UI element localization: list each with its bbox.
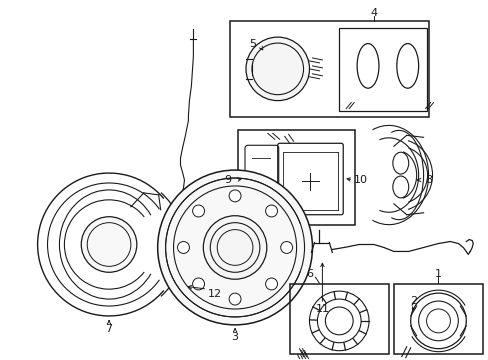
Text: 10: 10 bbox=[353, 175, 367, 185]
Bar bbox=[289, 284, 388, 354]
Circle shape bbox=[410, 293, 466, 349]
Circle shape bbox=[177, 242, 189, 253]
Circle shape bbox=[192, 278, 204, 290]
Text: 6: 6 bbox=[305, 269, 312, 279]
Text: 7: 7 bbox=[105, 324, 112, 334]
Circle shape bbox=[81, 217, 137, 272]
Bar bbox=[339, 28, 426, 111]
Text: 11: 11 bbox=[315, 304, 329, 314]
Circle shape bbox=[157, 170, 312, 325]
Bar bbox=[393, 284, 482, 354]
Circle shape bbox=[192, 205, 204, 217]
Text: 2: 2 bbox=[409, 296, 416, 306]
Bar bbox=[230, 21, 427, 117]
Circle shape bbox=[229, 293, 241, 305]
Text: 4: 4 bbox=[370, 8, 377, 18]
Text: 3: 3 bbox=[231, 332, 238, 342]
Text: 9: 9 bbox=[224, 175, 231, 185]
Circle shape bbox=[280, 242, 292, 253]
Circle shape bbox=[245, 37, 309, 100]
Circle shape bbox=[309, 291, 368, 351]
Circle shape bbox=[317, 299, 360, 343]
Text: 12: 12 bbox=[208, 289, 222, 299]
Text: 5: 5 bbox=[249, 39, 256, 49]
Bar bbox=[238, 130, 354, 225]
Circle shape bbox=[229, 190, 241, 202]
Circle shape bbox=[172, 280, 182, 290]
Circle shape bbox=[203, 216, 266, 279]
Text: 1: 1 bbox=[434, 269, 441, 279]
Text: 8: 8 bbox=[424, 175, 431, 185]
Circle shape bbox=[265, 278, 277, 290]
Circle shape bbox=[265, 205, 277, 217]
